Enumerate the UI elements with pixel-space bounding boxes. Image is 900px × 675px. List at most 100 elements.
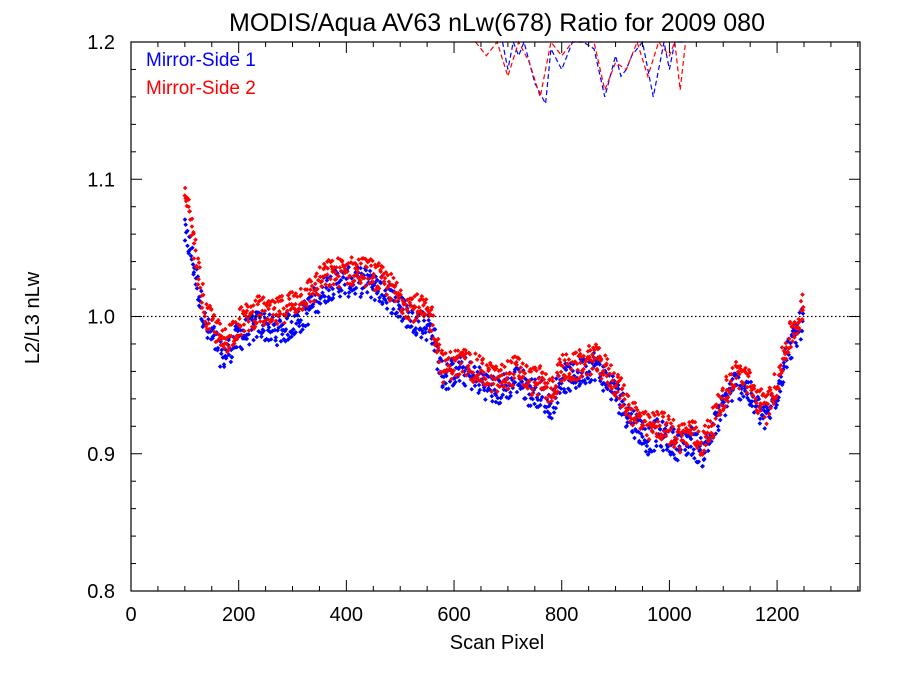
mirror-side-1-point <box>530 396 536 402</box>
mirror-side-2-point <box>579 373 584 379</box>
mirror-side-2-point <box>428 311 433 317</box>
mirror-side-2-point <box>724 387 730 393</box>
mirror-side-2-point <box>621 382 627 388</box>
mirror-side-2-point <box>520 361 525 366</box>
mirror-side-2-point <box>266 306 271 312</box>
mirror-side-1-point <box>215 347 220 353</box>
mirror-side-2-point <box>338 257 343 262</box>
mirror-side-2-point <box>287 296 292 302</box>
mirror-side-2-point <box>338 268 344 274</box>
mirror-side-1-point <box>497 400 503 406</box>
mirror-side-2-point <box>652 413 657 418</box>
mirror-side-2-point <box>647 420 653 426</box>
mirror-side-2-point <box>319 284 324 289</box>
mirror-side-2-point <box>650 429 656 435</box>
mirror-side-2-point <box>189 224 195 229</box>
mirror-side-2-point <box>221 345 227 351</box>
mirror-side-1-point <box>452 375 458 381</box>
mirror-side-2-point <box>382 281 387 287</box>
mirror-side-2-point <box>642 418 648 424</box>
mirror-side-2-point <box>790 339 795 344</box>
mirror-side-2-point <box>193 237 198 242</box>
mirror-side-2-point <box>743 365 748 371</box>
mirror-side-1-point <box>259 334 264 339</box>
mirror-side-1-point <box>767 415 773 421</box>
mirror-side-2-point <box>241 322 247 327</box>
mirror-side-1-point <box>717 417 723 423</box>
mirror-side-2-point <box>444 369 450 374</box>
mirror-side-2-point <box>228 333 234 339</box>
mirror-side-2-point <box>701 448 707 453</box>
mirror-side-2-point <box>786 346 792 351</box>
mirror-side-2-point <box>498 367 504 373</box>
mirror-side-1-point <box>182 238 188 243</box>
mirror-side-1-point <box>280 322 285 327</box>
mirror-side-2-point <box>663 433 669 439</box>
mirror-side-2-point <box>514 359 519 365</box>
mirror-side-1-point <box>553 405 559 411</box>
mirror-side-2-point <box>622 397 627 402</box>
mirror-side-1-point <box>218 351 224 356</box>
mirror-side-2-point <box>272 305 277 311</box>
mirror-side-2-point <box>386 279 392 285</box>
mirror-side-2-point <box>541 377 547 382</box>
mirror-side-2-point <box>419 293 425 299</box>
mirror-side-2-point <box>475 375 480 381</box>
mirror-side-1-point <box>749 403 755 409</box>
mirror-side-2-point <box>279 293 285 299</box>
mirror-side-1-point <box>405 324 411 329</box>
mirror-side-1-point <box>285 332 291 338</box>
mirror-side-2-point <box>268 299 274 305</box>
mirror-side-1-point <box>275 328 280 333</box>
mirror-side-2-point <box>388 297 394 302</box>
mirror-side-1-point <box>409 324 414 329</box>
mirror-side-1-point <box>534 395 540 400</box>
mirror-side-1-point <box>421 318 427 323</box>
mirror-side-1-point <box>430 333 435 339</box>
mirror-side-2-point <box>359 273 365 278</box>
mirror-side-1-point <box>283 339 288 344</box>
mirror-side-2-point <box>335 256 341 261</box>
mirror-side-1-point <box>191 272 196 277</box>
mirror-side-1-point <box>682 447 688 453</box>
mirror-side-1-point <box>785 339 790 344</box>
mirror-side-1-point <box>558 386 564 391</box>
mirror-side-2-point <box>199 305 205 311</box>
mirror-side-2-point <box>408 304 414 309</box>
mirror-side-1-point <box>686 444 691 450</box>
mirror-side-2-point <box>744 384 750 390</box>
mirror-side-2-point <box>555 362 561 368</box>
mirror-side-2-point <box>405 297 410 303</box>
mirror-side-1-point <box>379 292 385 298</box>
mirror-side-2-point <box>727 390 732 396</box>
mirror-side-2-point <box>356 257 362 262</box>
mirror-side-1-point <box>523 396 528 401</box>
mirror-side-2-point <box>312 281 318 287</box>
mirror-side-2-point <box>251 303 256 308</box>
mirror-side-2-point <box>467 351 473 357</box>
mirror-side-1-point <box>432 327 438 332</box>
mirror-side-2-point <box>540 386 546 392</box>
mirror-side-2-point <box>731 384 737 390</box>
mirror-side-1-point <box>274 342 280 348</box>
mirror-side-2-point <box>584 372 590 377</box>
mirror-side-2-point <box>468 377 474 382</box>
mirror-side-2-point <box>736 386 742 391</box>
y-tick-label: 1.0 <box>87 307 115 329</box>
mirror-side-2-point <box>405 308 410 314</box>
mirror-side-2-point <box>243 310 248 316</box>
mirror-side-2-point <box>753 400 759 406</box>
mirror-side-2-point <box>383 269 389 275</box>
mirror-side-2-point <box>488 362 494 368</box>
mirror-side-1-point <box>741 394 746 399</box>
mirror-side-2-point <box>186 197 191 202</box>
mirror-side-1-point <box>642 426 648 432</box>
mirror-side-1-point <box>285 337 291 342</box>
mirror-side-1-point <box>379 300 385 305</box>
mirror-side-2-point <box>266 298 272 304</box>
mirror-side-2-point <box>596 345 602 351</box>
mirror-side-2-point <box>317 264 323 270</box>
x-axis-label: Scan Pixel <box>450 632 545 654</box>
mirror-side-1-point <box>185 243 190 249</box>
mirror-side-2-point <box>599 356 604 362</box>
